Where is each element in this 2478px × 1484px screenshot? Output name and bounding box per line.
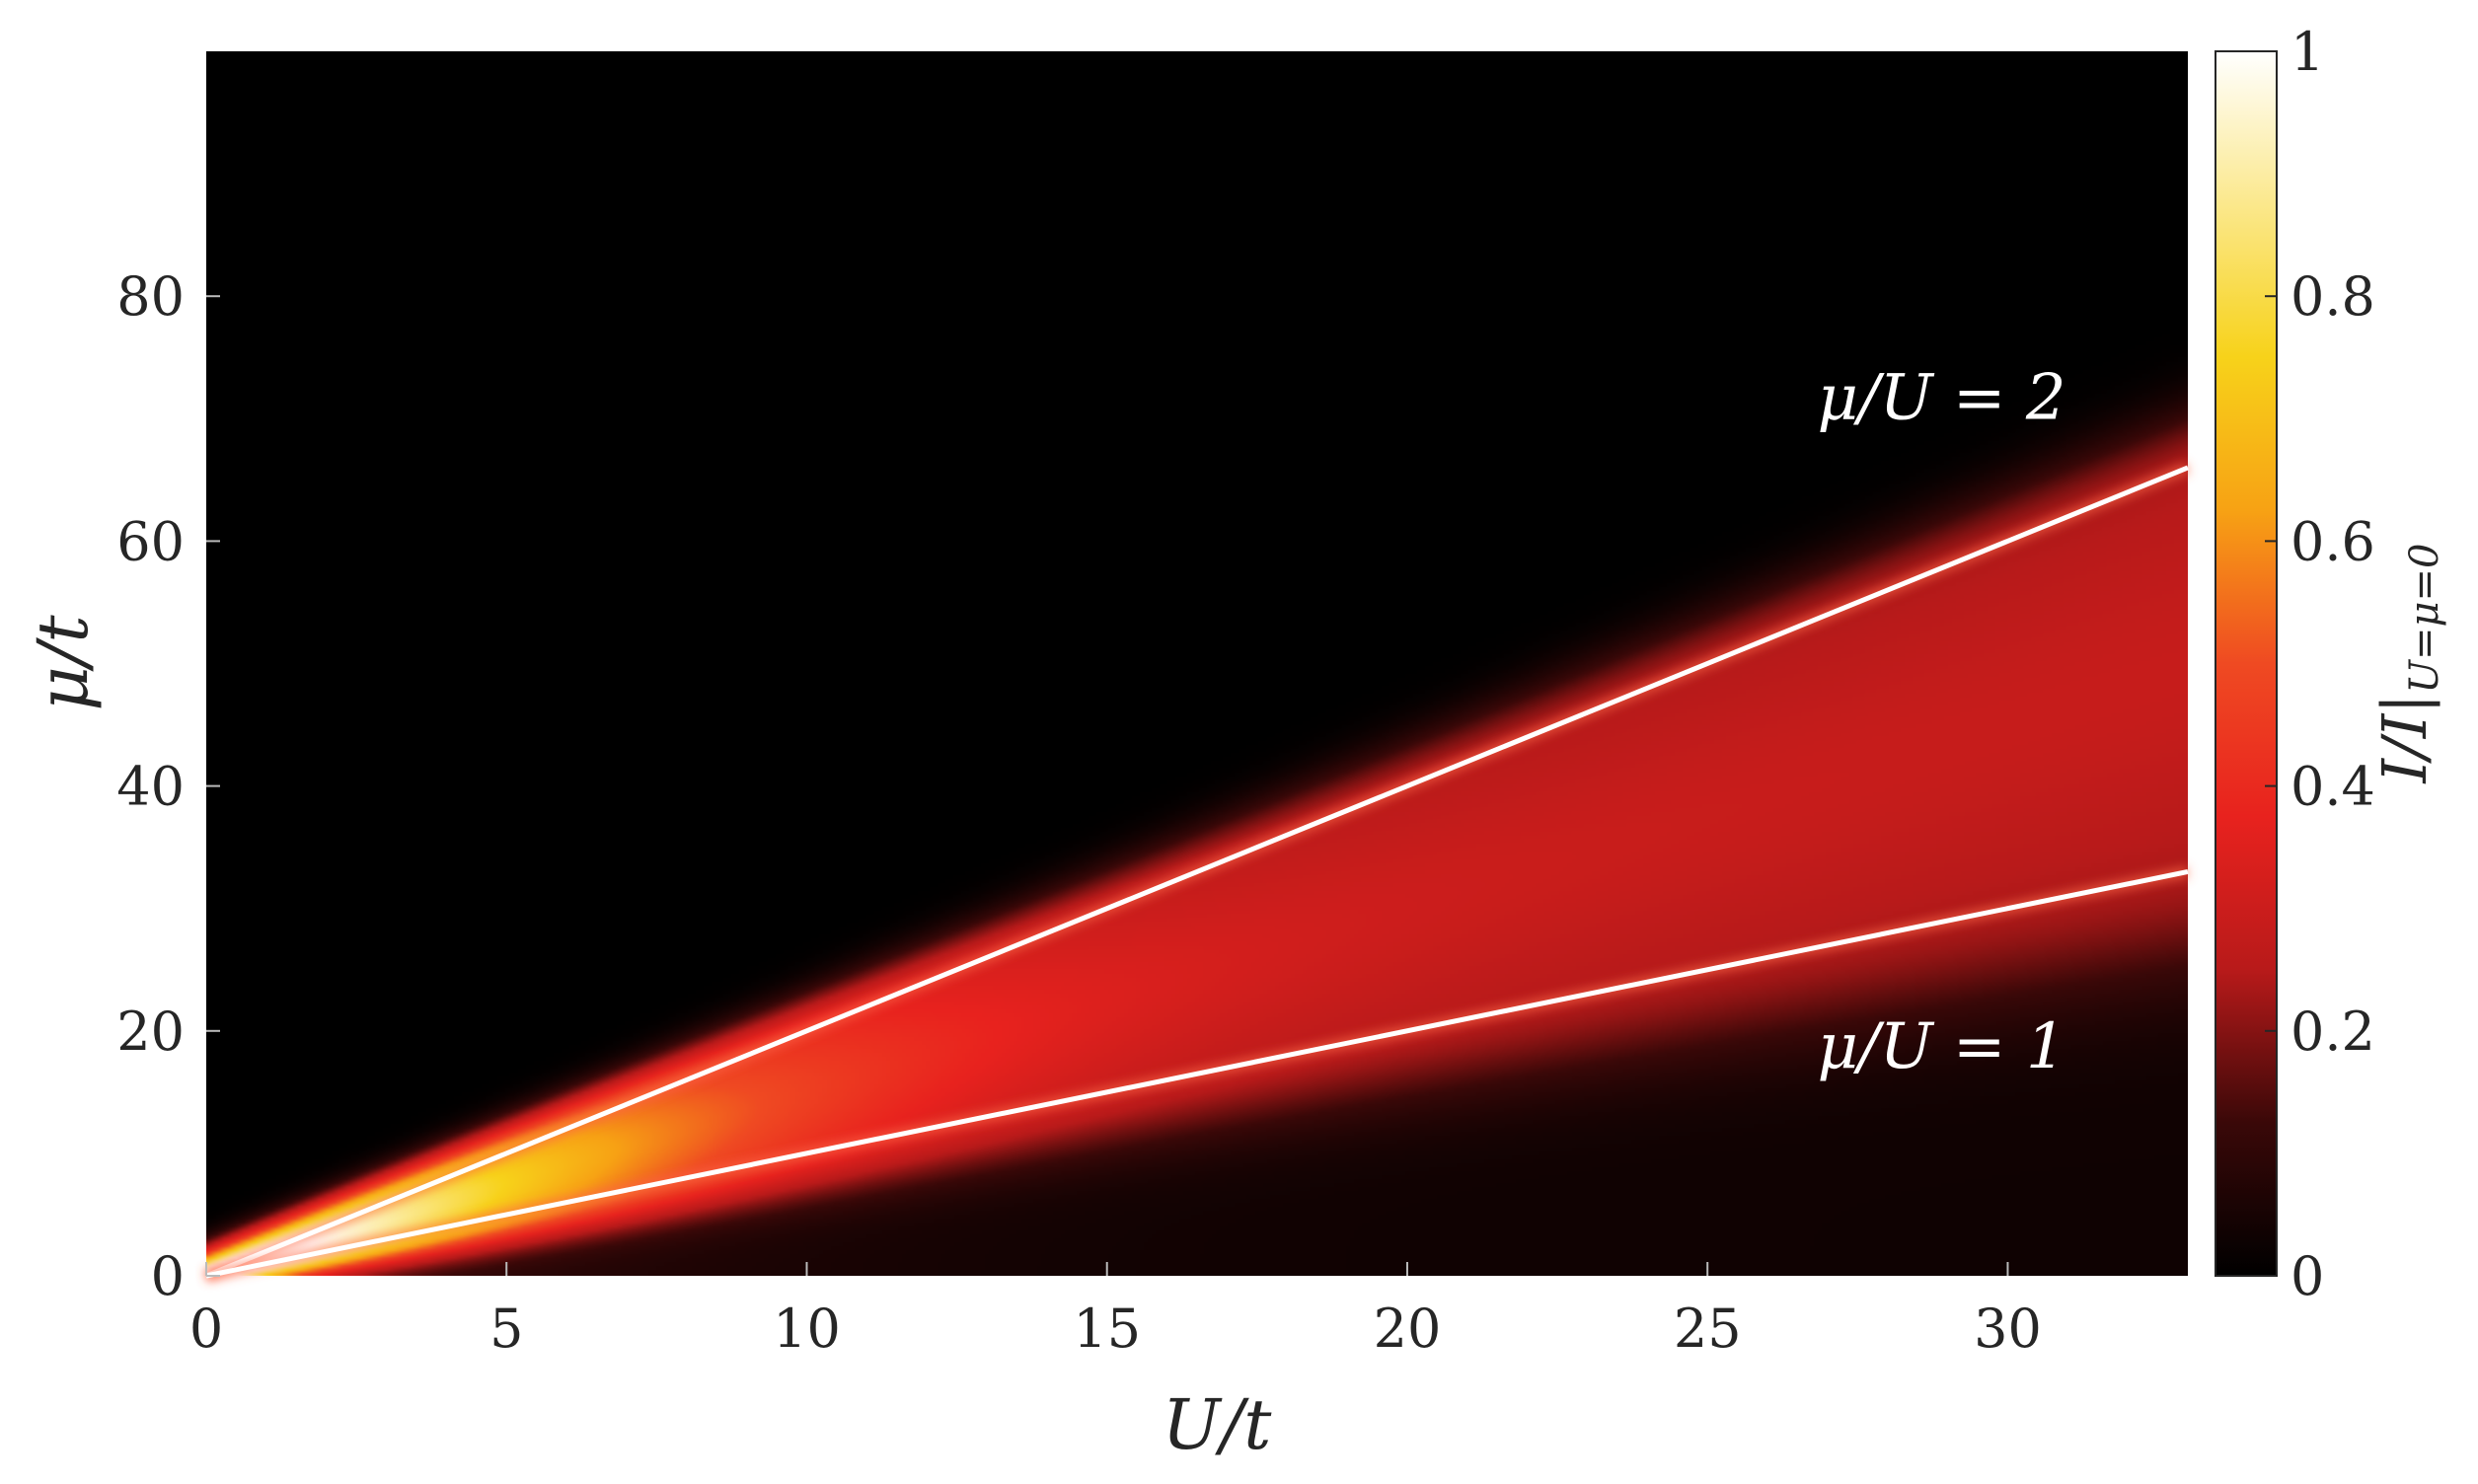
annotations: μ/U = 2 μ/U = 1	[1817, 361, 2065, 1083]
colorbar-label: I/I|U=μ=0	[2368, 544, 2447, 784]
heatmap-plot	[203, 51, 2191, 1282]
colorbar-tick-label: 0.4	[2290, 756, 2375, 818]
colorbar-label-sub: U=μ=0	[2402, 544, 2447, 694]
colorbar-tick-label: 1	[2290, 21, 2324, 83]
colorbar-tick-label: 0.8	[2290, 265, 2375, 328]
colorbar-frame	[2215, 50, 2278, 1277]
x-tick-label: 5	[489, 1298, 523, 1360]
y-tick-label: 0	[151, 1245, 185, 1307]
y-tick-label: 80	[116, 265, 185, 328]
ratio-line-1	[205, 869, 2189, 1279]
colorbar-label-main: I/I|	[2368, 694, 2440, 784]
colorbar-gradient	[2215, 51, 2277, 1276]
y-tick-label: 40	[116, 756, 185, 818]
x-tick-label: 30	[1974, 1298, 2042, 1360]
x-tick-label: 15	[1073, 1298, 1141, 1360]
colorbar-tick-label: 0	[2290, 1245, 2324, 1307]
annotation-mu-over-u-1: μ/U = 1	[1817, 1010, 2065, 1083]
x-axis-ticks: 0 5 10 15 20 25 30	[189, 1262, 2042, 1360]
y-axis-ticks: 0 20 40 60 80	[116, 265, 220, 1307]
colorbar-tick-label: 0.6	[2290, 510, 2375, 572]
colorbar-ticks: 0 0.2 0.4 0.6 0.8 1	[2265, 21, 2375, 1307]
colorbar: 0 0.2 0.4 0.6 0.8 1 I/I|U=μ=0	[2215, 21, 2447, 1307]
ratio-line-2	[205, 465, 2189, 1279]
y-axis-label: μ/t	[23, 615, 104, 711]
x-tick-label: 0	[189, 1298, 223, 1360]
colorbar-tick-label: 0.2	[2290, 1001, 2375, 1063]
y-tick-label: 60	[116, 510, 185, 572]
ratio-lines	[203, 462, 2191, 1282]
heatmap-image	[206, 51, 2188, 1276]
y-tick-label: 20	[116, 1001, 185, 1063]
x-axis-label: U/t	[1163, 1384, 1273, 1465]
x-tick-label: 20	[1374, 1298, 1442, 1360]
x-tick-label: 25	[1674, 1298, 1742, 1360]
annotation-mu-over-u-2: μ/U = 2	[1817, 361, 2065, 434]
x-tick-label: 10	[773, 1298, 841, 1360]
